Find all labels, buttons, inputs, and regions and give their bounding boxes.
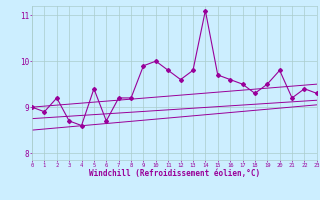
X-axis label: Windchill (Refroidissement éolien,°C): Windchill (Refroidissement éolien,°C) [89,169,260,178]
